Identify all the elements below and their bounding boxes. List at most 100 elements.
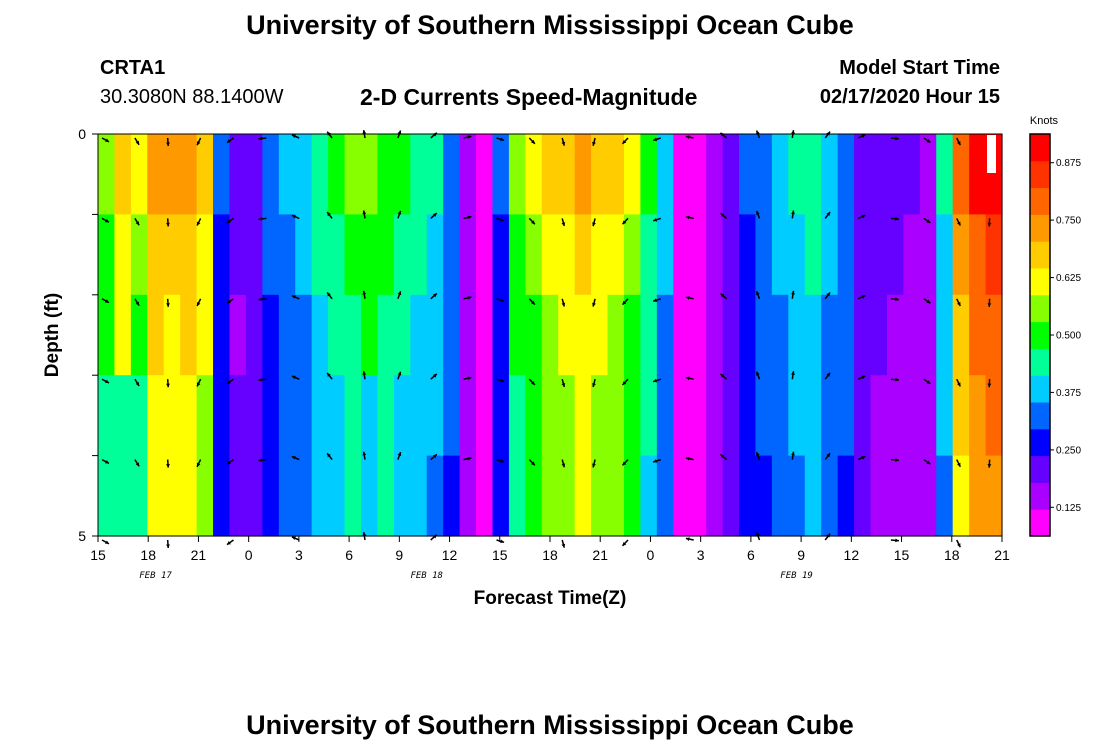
heatmap-cell [377,375,395,457]
current-arrow-head [105,299,109,303]
current-arrow-head [720,293,725,298]
heatmap-cell [262,294,280,376]
heatmap-cell [328,455,346,537]
current-arrow-head [987,383,992,388]
heatmap-cell [656,294,674,376]
colorbar-segment [1030,402,1050,430]
heatmap-cell [476,134,494,215]
heatmap-cell [903,455,921,537]
current-arrow-head [362,290,367,295]
heatmap-cell [903,214,921,296]
heatmap-cell [229,134,247,215]
heatmap-cell [245,455,263,537]
heatmap-cell [623,134,641,215]
heatmap-cell [985,455,1003,537]
x-tick-label: 6 [747,547,755,563]
y-tick-label: 5 [78,528,86,544]
colorbar-segment [1030,321,1050,349]
heatmap-cell [525,134,543,215]
heatmap-cell [936,375,954,457]
x-tick-label: 6 [345,547,353,563]
current-arrow-head [362,532,367,536]
heatmap-cell [278,375,296,457]
current-arrow-head [467,456,472,461]
heatmap-cell [706,214,724,296]
heatmap-cell [722,134,740,215]
heatmap-cell [804,134,822,215]
heatmap-cell [656,214,674,296]
heatmap-cell [574,134,592,215]
heatmap-cell [443,375,461,457]
heatmap-cell [870,134,888,215]
plot-white-marker [987,135,996,173]
current-arrow-head [685,456,690,461]
heatmap-cell [525,375,543,457]
current-arrow-head [861,375,866,380]
heatmap-cell [426,294,444,376]
heatmap-cell [180,455,198,537]
heatmap-cell [245,134,263,215]
heatmap-cell [706,375,724,457]
heatmap-cell [903,134,921,215]
y-tick-label: 0 [78,126,86,142]
heatmap-cell [344,455,362,537]
current-arrow-head [291,456,296,460]
heatmap-cell [969,214,987,296]
heatmap-cell [344,294,362,376]
x-tick-label: 9 [395,547,403,563]
heatmap-cell [508,375,526,457]
current-arrow-head [957,141,961,146]
current-arrow-head [685,537,690,541]
x-tick-label: 18 [140,547,156,563]
current-arrow-head [685,376,690,381]
current-arrow-head [987,303,992,307]
current-arrows [101,129,992,549]
model-start-label: Model Start Time [839,57,1000,79]
heatmap-cell [196,134,214,215]
heatmap-cell [213,214,231,296]
heatmap-cell [492,134,510,215]
current-arrow-head [895,216,899,221]
heatmap-cell [344,375,362,457]
colorbar-segment [1030,428,1050,457]
current-arrow-head [227,460,231,465]
current-arrow-head [861,134,866,138]
heatmap-cell [180,214,198,296]
current-arrow-head [561,543,566,548]
current-arrow-head [327,292,331,297]
heatmap-cell [311,294,329,376]
heatmap-cell [377,294,395,376]
current-arrow-head [500,378,505,383]
heatmap-cell [574,294,592,376]
heatmap-cell [673,214,691,296]
colorbar-tick-label: 0.500 [1056,331,1081,342]
heatmap-cell [837,294,855,376]
x-tick-label: 0 [647,547,655,563]
heatmap-cell [755,455,773,537]
date-label: FEB 18 [410,571,443,581]
current-arrow-head [291,134,296,138]
heatmap-cell [114,455,132,537]
x-tick-label: 3 [697,547,705,563]
current-arrow-head [135,301,140,306]
heatmap-cell [229,375,247,457]
heatmap-cell [295,375,313,457]
heatmap-cell [196,294,214,376]
heatmap-cell [739,455,757,537]
heatmap-cell [476,455,494,537]
heatmap-cell [393,455,411,537]
heatmap-cell [854,294,872,376]
current-arrow-head [227,541,231,545]
current-arrow-head [895,538,899,543]
heatmap-cell [410,214,428,296]
heatmap-cell [229,294,247,376]
heatmap-cell [739,214,757,296]
heatmap-cell [344,134,362,215]
colorbar-segment [1030,187,1050,215]
current-arrow-head [291,295,296,299]
heatmap-cell [525,214,543,296]
page-title-bottom: University of Southern Mississippi Ocean… [246,710,854,740]
heatmap-cell [623,455,641,537]
heatmap-cell [788,214,806,296]
heatmap-cell [706,134,724,215]
